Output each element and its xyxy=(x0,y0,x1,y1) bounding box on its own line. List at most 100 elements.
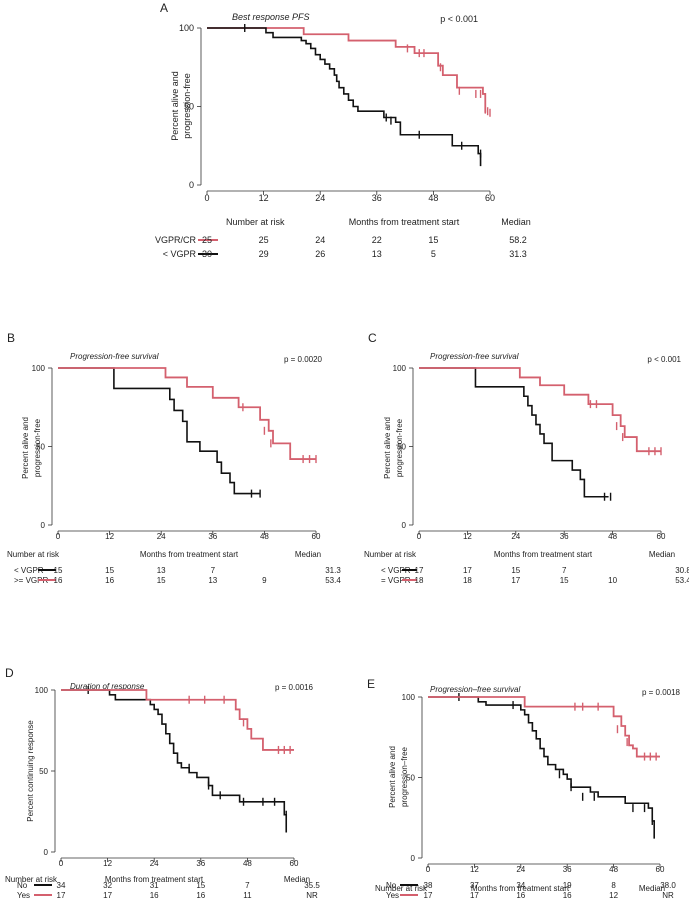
risk-header: Number at risk xyxy=(364,550,417,559)
y-tick-label: 50 xyxy=(36,443,45,452)
chart-title: Progression–free survival xyxy=(430,685,520,694)
risk-count: 13 xyxy=(157,566,166,575)
x-tick-label: 24 xyxy=(157,532,166,541)
p-value: p = 0.0020 xyxy=(284,355,323,364)
panel-a: A Best response PFS p < 0.001 0 50 100 0 12 24 36… xyxy=(155,1,531,259)
risk-median: 31.3 xyxy=(509,249,527,259)
panel-letter: B xyxy=(7,331,15,345)
x-tick-label: 12 xyxy=(103,859,112,868)
panel-letter: C xyxy=(368,331,377,345)
panel-letter: A xyxy=(160,1,168,15)
p-value: p = 0.0016 xyxy=(275,683,314,692)
x-tick-label: 48 xyxy=(608,532,617,541)
risk-row-label: >= VGPR xyxy=(14,576,48,585)
risk-median: 30.8 xyxy=(675,566,689,575)
km-curve-no xyxy=(428,696,655,839)
risk-header: Number at risk xyxy=(5,875,58,884)
chart-title: Progression-free survival xyxy=(430,352,519,361)
y-axis-label: Percent continuing response xyxy=(26,720,35,822)
risk-row-label: < VGPR xyxy=(381,566,411,575)
risk-median: NR xyxy=(662,891,674,899)
risk-row-label: < VGPR xyxy=(14,566,44,575)
x-tick-label: 48 xyxy=(243,859,252,868)
x-tick-label: 60 xyxy=(657,532,666,541)
x-tick-label: 12 xyxy=(105,532,114,541)
km-curve--vgpr xyxy=(58,367,316,460)
x-tick-label: 24 xyxy=(511,532,520,541)
y-tick-label: 50 xyxy=(406,774,415,783)
risk-count: 7 xyxy=(245,881,250,890)
x-tick-label: 36 xyxy=(196,859,205,868)
y-axis-label: progression–free xyxy=(400,746,409,807)
risk-count: 15 xyxy=(428,235,438,245)
risk-median: NR xyxy=(306,891,318,899)
x-axis-label: Months from treatment start xyxy=(105,875,204,884)
risk-count: 16 xyxy=(150,891,159,899)
risk-count: 25 xyxy=(259,235,269,245)
risk-count: 31 xyxy=(150,881,159,890)
risk-count: 16 xyxy=(196,891,205,899)
risk-count: 30 xyxy=(202,249,212,259)
km-curve-yes xyxy=(61,689,294,751)
y-tick-label: 100 xyxy=(179,23,194,33)
risk-row-label: Yes xyxy=(17,891,30,899)
panel-e: E Progression–free survival p = 0.0018 0 50 1… xyxy=(367,677,681,899)
risk-count: 24 xyxy=(315,235,325,245)
risk-count: 16 xyxy=(516,891,525,899)
km-curve--vgpr xyxy=(419,367,609,498)
x-tick-label: 36 xyxy=(372,193,382,203)
risk-count: 15 xyxy=(157,576,166,585)
y-axis-label: progression-free xyxy=(182,73,192,139)
risk-count: 29 xyxy=(259,249,269,259)
y-tick-label: 0 xyxy=(411,854,416,863)
p-value: p = 0.0018 xyxy=(642,688,681,697)
risk-count: 17 xyxy=(463,566,472,575)
x-tick-label: 0 xyxy=(204,193,209,203)
x-axis-label: Months from treatment start xyxy=(471,884,570,893)
x-tick-label: 60 xyxy=(290,859,299,868)
median-header: Median xyxy=(649,550,675,559)
y-tick-label: 50 xyxy=(184,102,194,112)
x-axis-label: Months from treatment start xyxy=(349,217,460,227)
risk-count: 13 xyxy=(372,249,382,259)
risk-count: 34 xyxy=(516,881,525,890)
risk-count: 15 xyxy=(54,566,63,575)
panel-letter: D xyxy=(5,666,14,680)
risk-count: 17 xyxy=(103,891,112,899)
x-tick-label: 24 xyxy=(150,859,159,868)
median-header: Median xyxy=(295,550,321,559)
y-tick-label: 0 xyxy=(189,180,194,190)
km-curve-vgpr-cr xyxy=(207,27,487,113)
chart-title: Duration of response xyxy=(70,682,145,691)
risk-count: 8 xyxy=(611,881,616,890)
risk-count: 12 xyxy=(609,891,618,899)
risk-count: 15 xyxy=(560,576,569,585)
risk-count: 16 xyxy=(54,576,63,585)
risk-count: 9 xyxy=(262,576,267,585)
risk-count: 11 xyxy=(243,891,252,899)
risk-count: 15 xyxy=(196,881,205,890)
x-tick-label: 12 xyxy=(463,532,472,541)
y-tick-label: 100 xyxy=(35,686,49,695)
risk-count: 16 xyxy=(563,891,572,899)
x-tick-label: 24 xyxy=(315,193,325,203)
risk-count: 16 xyxy=(105,576,114,585)
x-tick-label: 0 xyxy=(56,532,61,541)
risk-median: 53.4 xyxy=(325,576,341,585)
risk-median: 53.4 xyxy=(675,576,689,585)
x-axis-label: Months from treatment start xyxy=(494,550,593,559)
y-tick-label: 0 xyxy=(41,521,46,530)
km-curve--vgpr xyxy=(58,367,261,495)
x-tick-label: 60 xyxy=(656,865,665,874)
risk-count: 17 xyxy=(415,566,424,575)
median-header: Median xyxy=(639,884,665,893)
risk-count: 15 xyxy=(511,566,520,575)
risk-count: 7 xyxy=(562,566,567,575)
risk-count: 7 xyxy=(211,566,216,575)
x-tick-label: 0 xyxy=(417,532,422,541)
risk-row-label: VGPR/CR xyxy=(155,235,197,245)
y-tick-label: 50 xyxy=(39,767,48,776)
y-axis-label: progression-free xyxy=(395,418,404,477)
x-tick-label: 36 xyxy=(563,865,572,874)
